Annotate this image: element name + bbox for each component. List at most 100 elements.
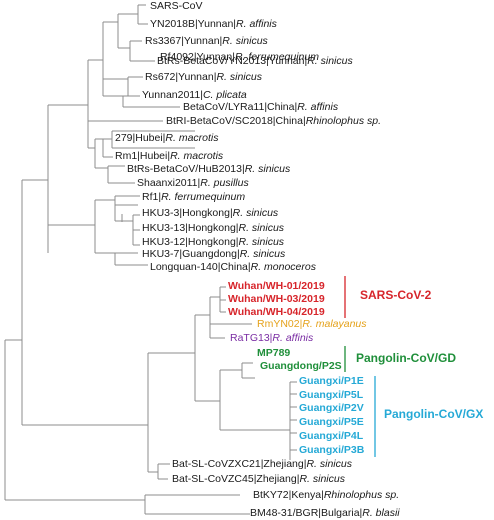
taxon-host: R. sinicus <box>238 236 285 248</box>
taxon-gx-p5l: Guangxi/P5L <box>299 389 363 401</box>
taxon-btrs-yn2013: BtRs-BetaCoV/YN2013|Yunnan|R. sinicus <box>157 55 353 67</box>
taxon-name: Guangxi/P1E <box>299 375 364 387</box>
taxon-bm48: BM48-31/BGR|Bulgaria|R. blasii <box>250 507 400 519</box>
taxon-host: R. macrotis <box>170 150 224 162</box>
taxon-name: HKU3-12|Hongkong| <box>142 236 239 248</box>
taxon-name: Rf1| <box>142 191 162 203</box>
taxon-wh01: Wuhan/WH-01/2019 <box>228 280 325 292</box>
group-brackets <box>344 276 376 457</box>
taxon-name: MP789 <box>257 347 291 359</box>
taxon-host: R. sinicus <box>239 248 286 260</box>
taxon-hku3-7: HKU3-7|Guangdong|R. sinicus <box>142 248 285 260</box>
taxon-host: R. blasii <box>362 507 400 519</box>
taxon-host: R. macrotis <box>165 132 219 144</box>
taxon-name: RmYN02| <box>257 318 303 330</box>
taxon-gx-p2v: Guangxi/P2V <box>299 402 364 414</box>
taxon-host: C. plicata <box>202 89 247 101</box>
taxon-name: Bat-SL-CoVZC45|Zhejiang| <box>172 473 300 485</box>
taxon-name: SARS-CoV <box>150 0 203 12</box>
taxon-rs3367: Rs3367|Yunnan|R. sinicus <box>145 35 268 47</box>
taxon-rmyn02: RmYN02|R. malayanus <box>257 318 367 330</box>
taxon-name: Shaanxi2011| <box>137 177 201 189</box>
taxon-name: Longquan-140|China| <box>150 261 251 273</box>
taxon-hku3-3: HKU3-3|Hongkong|R. sinicus <box>142 207 278 219</box>
taxon-ratg13: RaTG13|R. affinis <box>230 332 313 344</box>
taxon-name: Wuhan/WH-03/2019 <box>228 293 325 305</box>
taxon-host: R. sinicus <box>299 473 345 485</box>
taxon-shaanxi2011: Shaanxi2011|R. pusillus <box>137 177 249 189</box>
taxon-mp789: MP789 <box>257 347 290 359</box>
taxon-host: R. sinicus <box>222 35 268 47</box>
taxon-zxc21: Bat-SL-CoVZXC21|Zhejiang|R. sinicus <box>172 458 352 470</box>
taxon-host: R. ferrumequinum <box>161 191 246 203</box>
taxon-name: YN2018B|Yunnan| <box>150 18 237 30</box>
taxon-name: Rs3367|Yunnan| <box>145 35 223 47</box>
taxon-name: RaTG13| <box>230 332 273 344</box>
taxon-host: R. sinicus <box>232 207 279 219</box>
taxon-host: R. affinis <box>272 332 314 344</box>
taxon-zc45: Bat-SL-CoVZC45|Zhejiang|R. sinicus <box>172 473 345 485</box>
taxon-btky72: BtKY72|Kenya|Rhinolophus sp. <box>253 489 399 501</box>
taxon-host: R. pusillus <box>200 177 249 189</box>
taxon-host: R. affinis <box>297 101 339 113</box>
taxon-name: Yunnan2011| <box>142 89 203 101</box>
taxon-lyra11: BetaCoV/LYRa11|China|R. affinis <box>183 101 338 113</box>
group-label-sars-cov-2: SARS-CoV-2 <box>360 288 432 302</box>
group-label-pangolin-gx: Pangolin-CoV/GX <box>384 407 484 421</box>
taxon-name: 279|Hubei| <box>115 132 166 144</box>
taxon-wh03: Wuhan/WH-03/2019 <box>228 293 325 305</box>
taxon-rm1: Rm1|Hubei|R. macrotis <box>115 150 223 162</box>
taxon-hku3-12: HKU3-12|Hongkong|R. sinicus <box>142 236 284 248</box>
taxon-gd-p2s: Guangdong/P2S <box>260 360 342 372</box>
taxon-rs672: Rs672|Yunnan|R. sinicus <box>145 71 262 83</box>
taxon-name: Guangxi/P5L <box>299 389 364 401</box>
taxon-host: Rhinolophus sp. <box>305 115 382 127</box>
taxon-host: R. sinicus <box>216 71 262 83</box>
taxon-gx-p1e: Guangxi/P1E <box>299 375 364 387</box>
taxon-host: R. sinicus <box>238 222 285 234</box>
taxon-gx-p4l: Guangxi/P4L <box>299 430 363 442</box>
taxon-name: HKU3-7|Guangdong| <box>142 248 240 260</box>
taxon-name: BtRs-BetaCoV/YN2013|Yunnan| <box>157 55 308 67</box>
taxon-name: HKU3-3|Hongkong| <box>142 207 233 219</box>
branch <box>5 499 146 505</box>
taxon-rf4092: Rf4092|Yunnan|R. ferrumequinum <box>160 51 319 63</box>
taxon-gx-p3b: Guangxi/P3B <box>299 444 364 456</box>
taxon-host: R. malayanus <box>302 318 367 330</box>
taxon-host: R. sinicus <box>306 458 352 470</box>
taxon-host: R. sinicus <box>307 55 353 67</box>
taxon-name: Guangxi/P3B <box>299 444 365 456</box>
taxon-name: Guangxi/P2V <box>299 402 364 414</box>
taxon-name: BM48-31/BGR|Bulgaria| <box>250 507 363 519</box>
taxon-host: R. sinicus <box>244 163 291 175</box>
taxon-gx-p5e: Guangxi/P5E <box>299 416 364 428</box>
taxon-btri-sc2018: BtRI-BetaCoV/SC2018|China|Rhinolophus sp… <box>166 115 381 127</box>
taxon-host: R. ferrumequinum <box>234 51 319 63</box>
taxon-btrs-hub2013: BtRs-BetaCoV/HuB2013|R. sinicus <box>127 163 290 175</box>
taxon-host: R. monoceros <box>250 261 316 273</box>
taxon-sars-cov: SARS-CoV <box>150 0 203 12</box>
taxon-name: HKU3-13|Hongkong| <box>142 222 239 234</box>
taxon-wh04: Wuhan/WH-04/2019 <box>228 306 325 318</box>
taxon-name: Rf4092|Yunnan| <box>160 51 235 63</box>
taxon-name: Wuhan/WH-04/2019 <box>228 306 325 318</box>
taxon-name: BtRI-BetaCoV/SC2018|China| <box>166 115 306 127</box>
taxon-name: BetaCoV/LYRa11|China| <box>183 101 298 113</box>
taxon-yunnan2011: Yunnan2011|C. plicata <box>142 89 247 101</box>
taxon-rf1: Rf1|R. ferrumequinum <box>142 191 245 203</box>
taxon-name: Guangxi/P4L <box>299 430 364 442</box>
taxon-name: Guangxi/P5E <box>299 416 364 428</box>
tree-branches <box>4 4 297 515</box>
taxon-name: Wuhan/WH-01/2019 <box>228 280 325 292</box>
taxon-name: Rs672|Yunnan| <box>145 71 217 83</box>
taxon-279: 279|Hubei|R. macrotis <box>115 132 219 144</box>
taxon-yn2018b: YN2018B|Yunnan|R. affinis <box>150 18 277 30</box>
taxon-name: Guangdong/P2S <box>260 360 342 372</box>
taxon-hku3-13: HKU3-13|Hongkong|R. sinicus <box>142 222 284 234</box>
taxon-name: Bat-SL-CoVZXC21|Zhejiang| <box>172 458 307 470</box>
taxon-host: Rhinolophus sp. <box>323 489 400 501</box>
taxon-name: BtRs-BetaCoV/HuB2013| <box>127 163 245 175</box>
taxon-name: Rm1|Hubei| <box>115 150 171 162</box>
taxon-name: BtKY72|Kenya| <box>253 489 324 501</box>
